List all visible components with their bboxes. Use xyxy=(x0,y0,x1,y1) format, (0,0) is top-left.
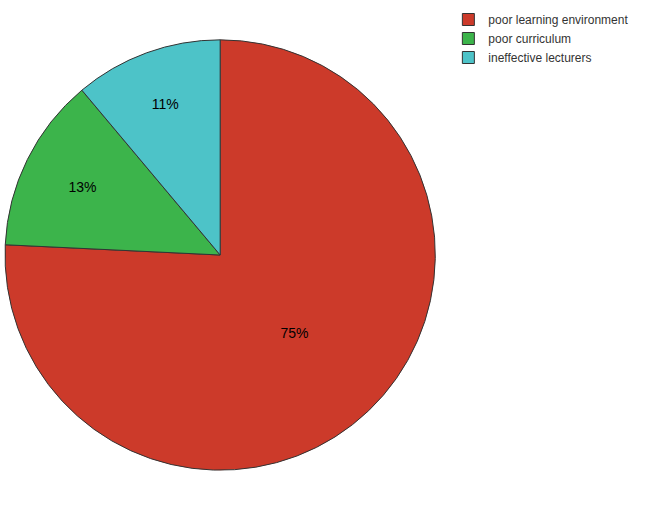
svg-text:ineffective lecturers: ineffective lecturers xyxy=(488,51,591,65)
svg-text:11%: 11% xyxy=(152,96,179,112)
svg-text:13%: 13% xyxy=(69,179,97,195)
svg-text:75%: 75% xyxy=(280,325,308,341)
svg-text:poor learning environment: poor learning environment xyxy=(488,13,628,27)
svg-text:poor curriculum: poor curriculum xyxy=(488,32,571,46)
